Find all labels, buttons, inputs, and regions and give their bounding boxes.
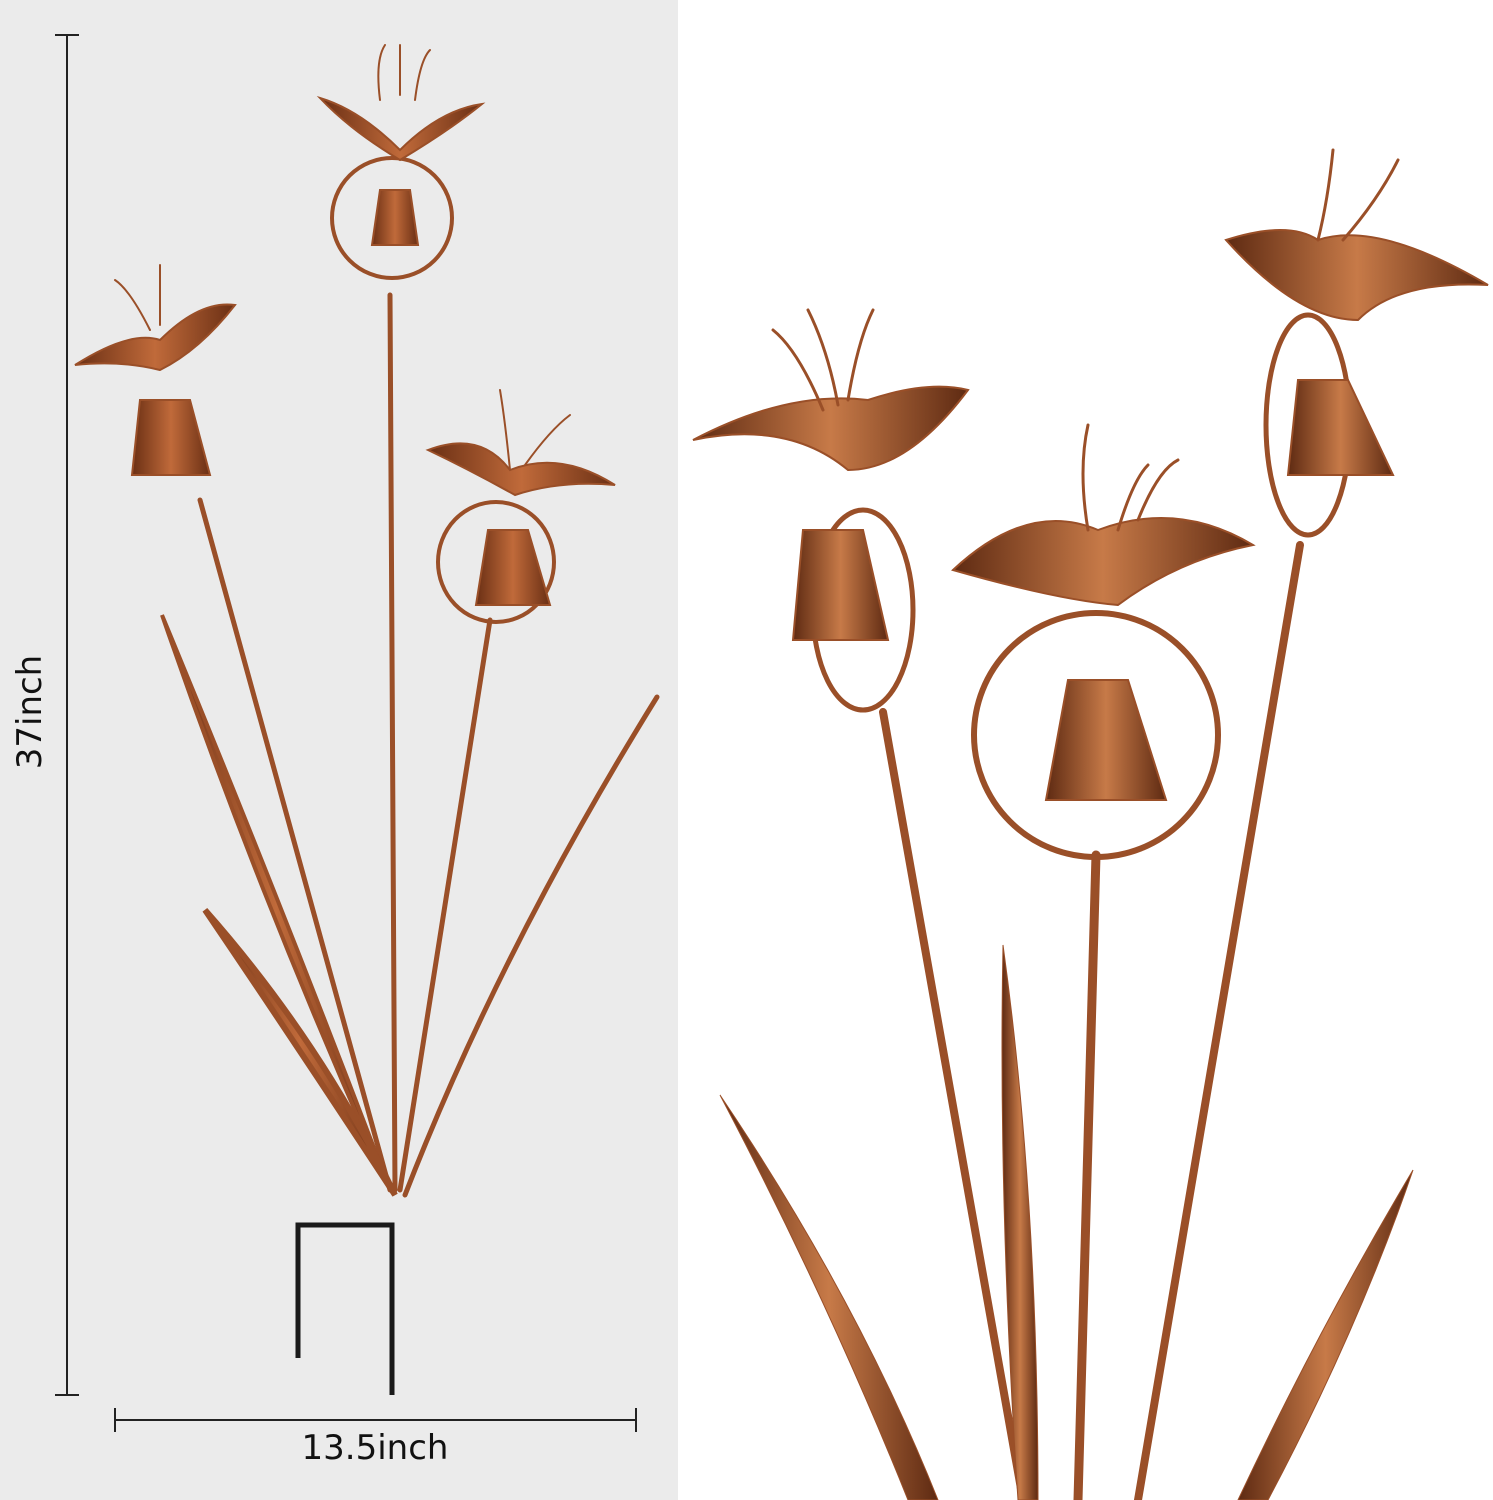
lily-plant — [74, 44, 660, 1198]
dimension-photo-panel: 37inch 13.5inch — [0, 0, 678, 1500]
height-dimension-line — [55, 34, 79, 1396]
width-dimension-line — [114, 1408, 637, 1432]
height-label: 37inch — [10, 654, 50, 770]
product-diagram — [55, 34, 660, 1432]
closeup-photo-panel — [678, 0, 1493, 1500]
width-label: 13.5inch — [301, 1428, 449, 1468]
closeup-lily-photo — [692, 148, 1489, 1500]
garden-stake — [295, 1222, 395, 1395]
